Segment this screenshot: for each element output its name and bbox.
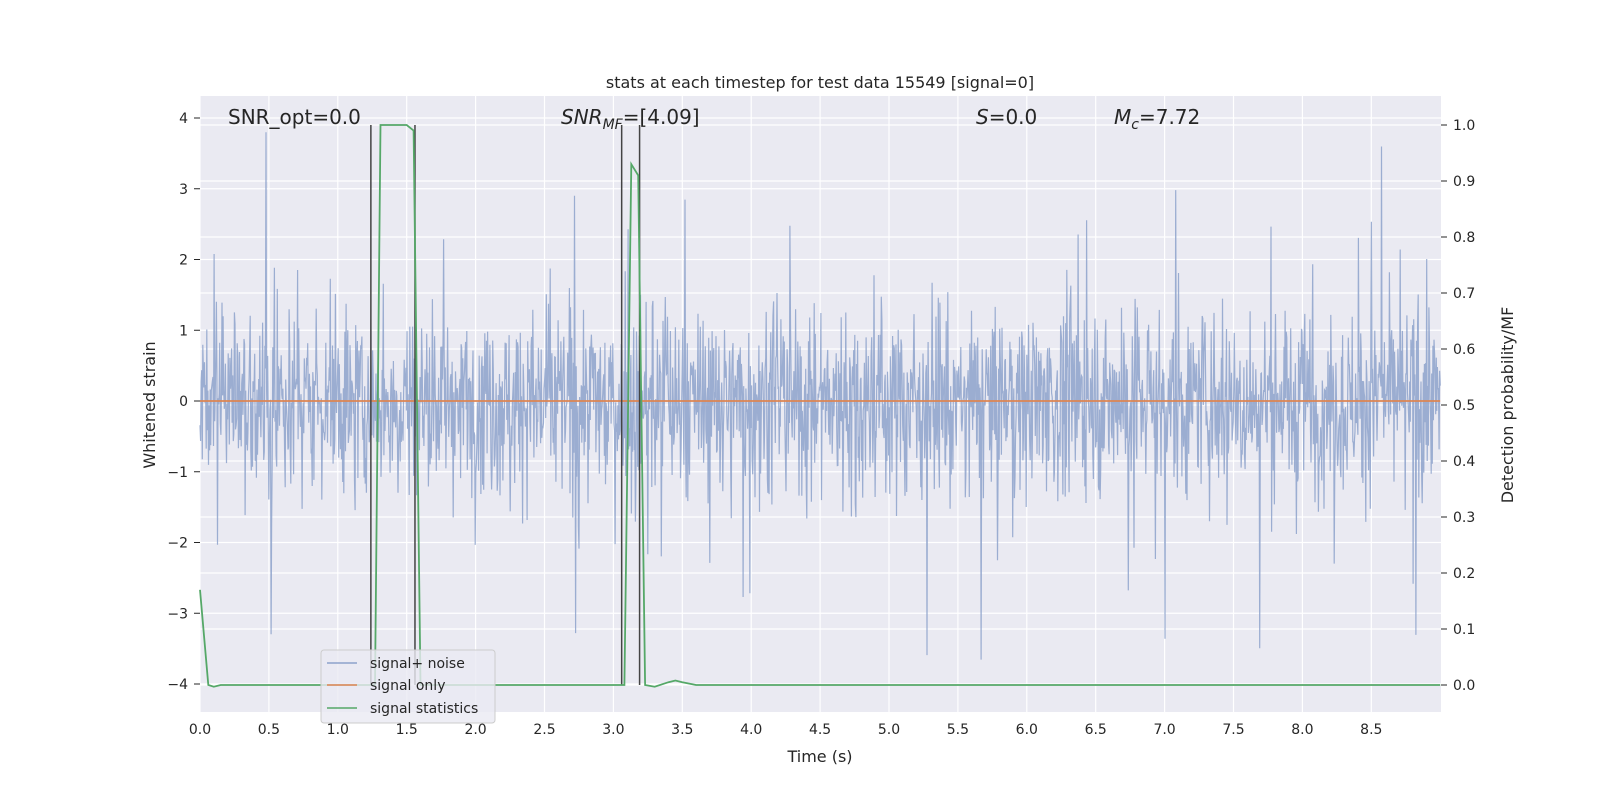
- annotation-snr-mf: SNRMF=[4.09]: [561, 105, 700, 133]
- y-right-tick-label: 0.5: [1453, 398, 1475, 414]
- x-tick-label: 3.5: [671, 722, 693, 738]
- x-tick-label: 8.0: [1291, 722, 1313, 738]
- x-tick-label: 4.5: [809, 722, 831, 738]
- y-tick-label: 0: [179, 394, 188, 410]
- annotation-snr-opt: SNR_opt=0.0: [228, 105, 361, 129]
- x-tick-label: 0.0: [189, 722, 211, 738]
- y-tick-label: −2: [167, 536, 188, 552]
- x-tick-label: 7.0: [1153, 722, 1175, 738]
- snr-mf-main: SNR: [561, 105, 603, 129]
- snr-mf-value: =[4.09]: [623, 105, 700, 129]
- annotation-s: S=0.0: [976, 105, 1037, 129]
- x-tick-label: 3.0: [602, 722, 624, 738]
- mc-value: =7.72: [1139, 105, 1200, 129]
- y-tick-label: 1: [179, 323, 188, 339]
- legend-label-signal-statistics: signal statistics: [370, 701, 478, 717]
- x-axis-label: Time (s): [786, 747, 852, 766]
- x-tick-label: 7.5: [1222, 722, 1244, 738]
- x-tick-label: 6.0: [1016, 722, 1038, 738]
- y-right-tick-label: 0.0: [1453, 678, 1475, 694]
- x-tick-label: 2.0: [464, 722, 486, 738]
- x-tick-label: 5.5: [947, 722, 969, 738]
- s-label: S: [976, 105, 989, 129]
- x-tick-label: 4.0: [740, 722, 762, 738]
- y-right-tick-label: 1.0: [1453, 118, 1475, 134]
- noise-trace: [199, 132, 1441, 660]
- y-right-tick-labels: 1.0 0.9 0.8 0.7 0.6 0.5 0.4 0.3 0.2 0.1 0.0: [1441, 118, 1475, 694]
- chart-title: stats at each timestep for test data 155…: [606, 73, 1034, 92]
- noise-series: [199, 132, 1441, 660]
- y-right-tick-label: 0.2: [1453, 566, 1475, 582]
- y-tick-label: 2: [179, 253, 188, 269]
- y-tick-label: −3: [167, 606, 188, 622]
- legend: signal+ noise signal only signal statist…: [320, 649, 496, 724]
- x-tick-label: 5.0: [878, 722, 900, 738]
- y-axis-label: Whitened strain: [140, 341, 159, 468]
- legend-label-signal-only: signal only: [370, 678, 445, 694]
- y-tick-label: 4: [179, 111, 188, 127]
- x-tick-labels: 0.0 0.5 1.0 1.5 2.0 2.5 3.0 3.5 4.0 4.5 5.0 5.5 6.0 6…: [189, 722, 1383, 738]
- vertical-markers: [370, 125, 641, 685]
- mc-label: M: [1114, 105, 1131, 129]
- statistics-line: [199, 124, 1441, 688]
- s-value: =0.0: [989, 105, 1038, 129]
- y-tick-label: −1: [167, 465, 188, 481]
- statistics-series: [199, 124, 1441, 688]
- x-tick-label: 6.5: [1085, 722, 1107, 738]
- y-right-tick-label: 0.4: [1453, 454, 1475, 470]
- y-right-tick-label: 0.8: [1453, 230, 1475, 246]
- mc-sub: c: [1131, 117, 1139, 133]
- y-right-tick-label: 0.1: [1453, 622, 1475, 638]
- x-tick-label: 0.5: [258, 722, 280, 738]
- y-right-tick-label: 0.6: [1453, 342, 1475, 358]
- y-right-axis-label: Detection probability/MF: [1498, 307, 1517, 504]
- y-right-tick-label: 0.9: [1453, 174, 1475, 190]
- x-tick-label: 1.5: [396, 722, 418, 738]
- x-tick-label: 1.0: [327, 722, 349, 738]
- annotation-mc: Mc=7.72: [1114, 105, 1200, 133]
- x-tick-label: 2.5: [533, 722, 555, 738]
- y-tick-label: 3: [179, 182, 188, 198]
- y-tick-labels: 4 3 2 1 0 −1 −2 −3 −4: [167, 111, 200, 693]
- legend-label-signal-noise: signal+ noise: [370, 656, 465, 672]
- y-right-tick-label: 0.3: [1453, 510, 1475, 526]
- legend-box: [320, 649, 496, 724]
- x-tick-label: 8.5: [1360, 722, 1382, 738]
- y-tick-label: −4: [167, 677, 188, 693]
- snr-mf-sub: MF: [603, 117, 624, 133]
- y-right-tick-label: 0.7: [1453, 286, 1475, 302]
